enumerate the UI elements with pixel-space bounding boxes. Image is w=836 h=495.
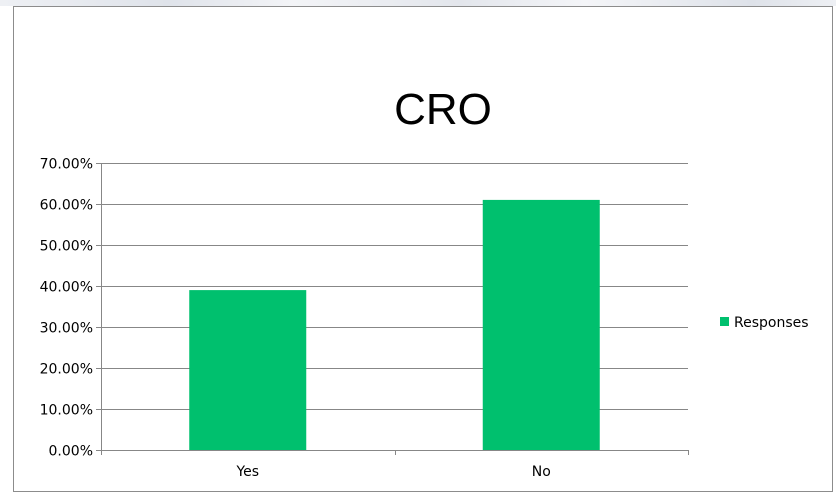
axes	[96, 163, 689, 455]
axis-labels: 0.00% 10.00% 20.00% 30.00% 40.00% 50.00% 60.00…	[40, 157, 551, 481]
x-category-label: No	[532, 464, 551, 480]
bar-no	[482, 199, 600, 450]
y-tick-label: 60.00%	[40, 198, 93, 214]
y-tick-label: 10.00%	[40, 403, 93, 419]
chart-frame	[13, 6, 833, 492]
bar-yes	[189, 290, 307, 450]
legend-swatch-responses	[720, 317, 729, 326]
y-tick-label: 30.00%	[40, 321, 93, 337]
y-tick-label: 40.00%	[40, 280, 93, 296]
y-tick-label: 70.00%	[40, 157, 93, 173]
top-decorative-strip	[0, 0, 836, 6]
chart-title: CRO	[394, 85, 492, 134]
legend: Responses	[720, 315, 809, 331]
y-tick-label: 20.00%	[40, 362, 93, 378]
gridlines	[101, 163, 688, 410]
legend-label-responses: Responses	[734, 315, 809, 331]
bars	[189, 199, 600, 450]
y-tick-label: 0.00%	[49, 444, 93, 460]
y-tick-label: 50.00%	[40, 239, 93, 255]
x-category-label: Yes	[235, 464, 259, 480]
